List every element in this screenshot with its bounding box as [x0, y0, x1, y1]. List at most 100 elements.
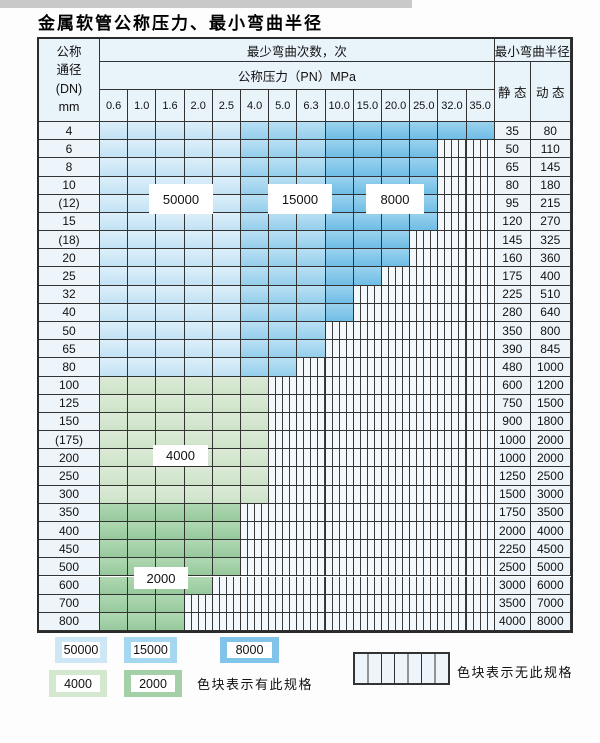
dn-cell-80: 80 [39, 358, 100, 377]
spec-cell [212, 285, 241, 304]
dynamic-radius-cell: 1800 [530, 412, 571, 432]
spec-cell [269, 212, 298, 232]
no-spec-cell [325, 340, 354, 359]
spec-cell [466, 122, 495, 141]
no-spec-cell [466, 176, 495, 195]
static-radius-cell: 80 [494, 176, 531, 195]
spec-cell [410, 212, 439, 232]
spec-cell [184, 540, 213, 559]
region-label-15000: 15000 [268, 184, 332, 214]
spec-cell [128, 285, 157, 304]
spec-cell [100, 540, 129, 559]
spec-cell [269, 340, 298, 359]
legend-has-spec-text: 色块表示有此规格 [197, 677, 314, 692]
no-spec-cell [410, 576, 439, 595]
spec-cell [128, 249, 157, 268]
static-radius-cell: 1000 [494, 431, 531, 450]
spec-cell [382, 122, 411, 141]
spec-cell [325, 194, 354, 213]
no-spec-cell [269, 594, 298, 613]
no-spec-cell [325, 376, 354, 395]
no-spec-cell [466, 158, 495, 177]
spec-cell [241, 285, 270, 304]
spec-cell [212, 412, 241, 432]
no-spec-cell [466, 449, 495, 468]
static-radius-cell: 160 [494, 249, 531, 268]
dn-cell-150: 150 [39, 412, 100, 432]
no-spec-cell [269, 612, 298, 632]
dn-cell-500: 500 [39, 558, 100, 577]
no-spec-cell [410, 358, 439, 377]
spec-cell [156, 122, 185, 141]
dn-cell-6: 6 [39, 140, 100, 159]
spec-cell [128, 376, 157, 395]
dynamic-radius-cell: 8000 [530, 612, 571, 632]
header-pressure-25.0: 25.0 [410, 90, 439, 122]
spec-cell [156, 358, 185, 377]
spec-cell [325, 285, 354, 304]
no-spec-cell [466, 376, 495, 395]
spec-cell [382, 140, 411, 159]
legend-item-label: 50000 [62, 642, 100, 658]
spec-cell [269, 122, 298, 141]
no-spec-cell [438, 594, 467, 613]
spec-cell [269, 158, 298, 177]
spec-cell [241, 412, 270, 432]
no-spec-cell [466, 285, 495, 304]
spec-cell [241, 340, 270, 359]
dn-cell-10: 10 [39, 176, 100, 195]
spec-cell [212, 431, 241, 450]
no-spec-cell [269, 394, 298, 413]
spec-cell [100, 122, 129, 141]
spec-cell [156, 540, 185, 559]
dynamic-radius-cell: 215 [530, 194, 571, 213]
dynamic-radius-cell: 3500 [530, 503, 571, 522]
spec-cell [100, 303, 129, 322]
spec-cell [269, 303, 298, 322]
no-spec-cell [353, 503, 382, 522]
no-spec-cell [466, 249, 495, 268]
spec-cell [184, 321, 213, 341]
header-pressure-2.0: 2.0 [184, 90, 213, 122]
spec-cell [100, 485, 129, 504]
legend-item-label: 4000 [56, 675, 100, 692]
header-pressure-15.0: 15.0 [353, 90, 382, 122]
no-spec-cell [325, 521, 354, 541]
no-spec-cell [241, 558, 270, 577]
static-radius-cell: 120 [494, 212, 531, 232]
spec-cell [410, 122, 439, 141]
spec-cell [241, 485, 270, 504]
no-spec-cell [325, 540, 354, 559]
region-label-50000: 50000 [149, 184, 213, 214]
no-spec-cell [353, 612, 382, 632]
spec-cell [297, 231, 326, 250]
spec-cell [241, 267, 270, 286]
spec-cell [212, 485, 241, 504]
no-spec-cell [466, 340, 495, 359]
spec-cell [156, 376, 185, 395]
no-spec-cell [269, 558, 298, 577]
spec-cell [212, 158, 241, 177]
spec-cell [184, 358, 213, 377]
no-spec-cell [438, 321, 467, 341]
no-spec-cell [184, 612, 213, 632]
no-spec-cell [410, 376, 439, 395]
no-spec-cell [410, 267, 439, 286]
static-radius-cell: 3500 [494, 594, 531, 613]
scan-artifact-strip [0, 0, 412, 8]
no-spec-cell [466, 394, 495, 413]
dynamic-radius-cell: 845 [530, 340, 571, 359]
spec-cell [128, 321, 157, 341]
spec-cell [128, 503, 157, 522]
dynamic-radius-cell: 5000 [530, 558, 571, 577]
spec-cell [184, 558, 213, 577]
spec-cell [269, 285, 298, 304]
spec-cell [410, 140, 439, 159]
spec-cell [128, 158, 157, 177]
spec-cell [325, 140, 354, 159]
spec-cell [297, 249, 326, 268]
spec-cell [297, 122, 326, 141]
dynamic-radius-cell: 4500 [530, 540, 571, 559]
spec-cell [156, 485, 185, 504]
spec-cell [325, 176, 354, 195]
